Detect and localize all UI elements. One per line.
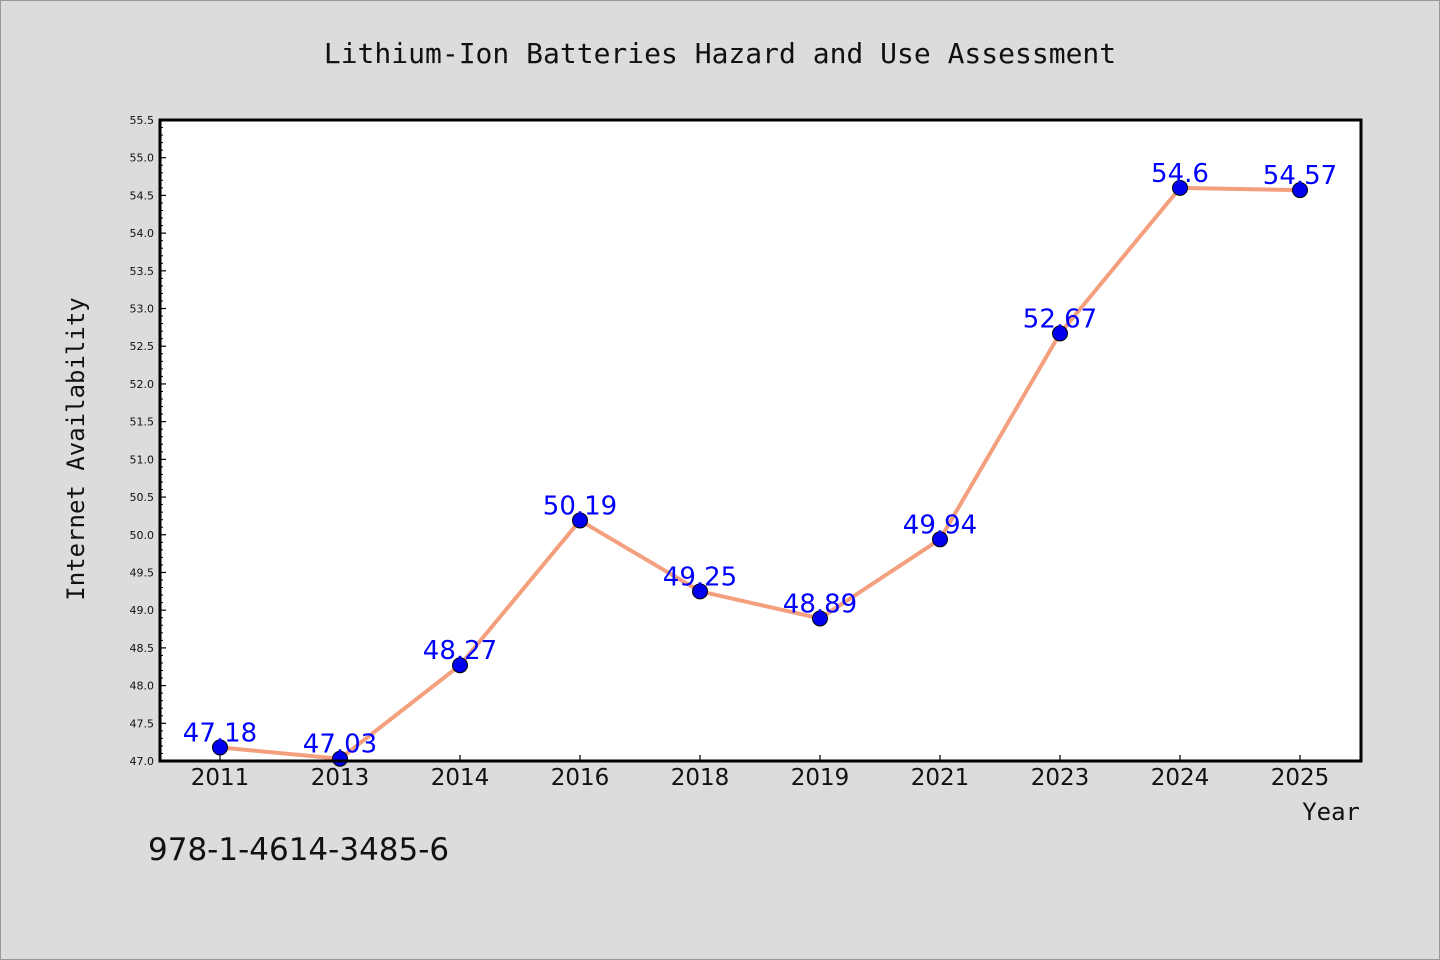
- data-label: 54.57: [1263, 161, 1337, 191]
- data-label: 49.25: [663, 562, 737, 592]
- y-tick-label: 49.0: [130, 604, 155, 617]
- y-tick-label: 54.5: [130, 189, 155, 202]
- isbn-footnote: 978-1-4614-3485-6: [148, 832, 450, 868]
- y-axis: 47.0 47.5 48.0 48.5 49.0 49.5 50.0 50.5 51.0 51.5…: [130, 114, 166, 768]
- data-label: 47.03: [303, 730, 377, 760]
- x-tick-label: 2021: [911, 765, 970, 791]
- data-label: 50.19: [543, 491, 617, 521]
- y-tick-label: 52.5: [130, 340, 155, 353]
- data-point: [572, 512, 588, 529]
- chart-title: Lithium-Ion Batteries Hazard and Use Ass…: [324, 37, 1116, 70]
- y-tick-label: 54.0: [130, 227, 155, 240]
- plot-area: [160, 120, 1361, 761]
- data-point: [932, 531, 948, 548]
- data-point: [1172, 179, 1188, 196]
- plot-border: [158, 118, 1363, 763]
- x-tick-label: 2019: [791, 765, 850, 791]
- y-tick-label: 53.0: [130, 303, 155, 316]
- x-tick-label: 2014: [431, 765, 490, 791]
- y-tick-label: 55.0: [130, 152, 155, 165]
- y-tick-label: 48.5: [130, 642, 155, 655]
- data-point: [692, 583, 708, 600]
- y-tick-label: 55.5: [130, 114, 155, 127]
- data-label: 54.6: [1151, 159, 1209, 189]
- data-label: 47.18: [183, 718, 257, 748]
- x-tick-label: 2024: [1151, 765, 1210, 791]
- y-tick-label: 51.0: [130, 453, 155, 466]
- y-tick-label: 47.5: [130, 717, 155, 730]
- data-point: [1292, 182, 1308, 199]
- x-tick-label: 2023: [1031, 765, 1090, 791]
- data-labels: 47.18 47.03 48.27 50.19 49.25 48.89 49.94 52.67…: [183, 159, 1337, 760]
- data-point: [212, 739, 228, 756]
- data-label: 49.94: [903, 510, 977, 540]
- data-label: 48.27: [423, 636, 497, 666]
- y-tick-label: 48.0: [130, 680, 155, 693]
- series-line: [218, 185, 1302, 761]
- x-tick-label: 2011: [191, 765, 250, 791]
- x-tick-label: 2013: [311, 765, 370, 791]
- y-tick-label: 47.0: [130, 755, 155, 768]
- x-axis-label: Year: [1302, 798, 1360, 826]
- y-axis-label: Internet Availability: [62, 297, 90, 600]
- y-tick-label: 51.5: [130, 416, 155, 429]
- data-markers: [212, 179, 1308, 767]
- data-point: [452, 657, 468, 674]
- y-tick-label: 52.0: [130, 378, 155, 391]
- x-tick-label: 2018: [671, 765, 730, 791]
- y-tick-label: 49.5: [130, 566, 155, 579]
- data-point: [1052, 325, 1068, 342]
- y-tick-label: 53.5: [130, 265, 155, 278]
- data-label: 52.67: [1023, 304, 1097, 334]
- data-point: [812, 610, 828, 627]
- x-tick-label: 2025: [1271, 765, 1330, 791]
- y-tick-label: 50.5: [130, 491, 155, 504]
- x-tick-label: 2016: [551, 765, 610, 791]
- x-axis: 2011 2013 2014 2016 2018 2019 2021 2023 2024 2025: [191, 755, 1330, 791]
- y-tick-label: 50.0: [130, 529, 155, 542]
- data-label: 48.89: [783, 589, 857, 619]
